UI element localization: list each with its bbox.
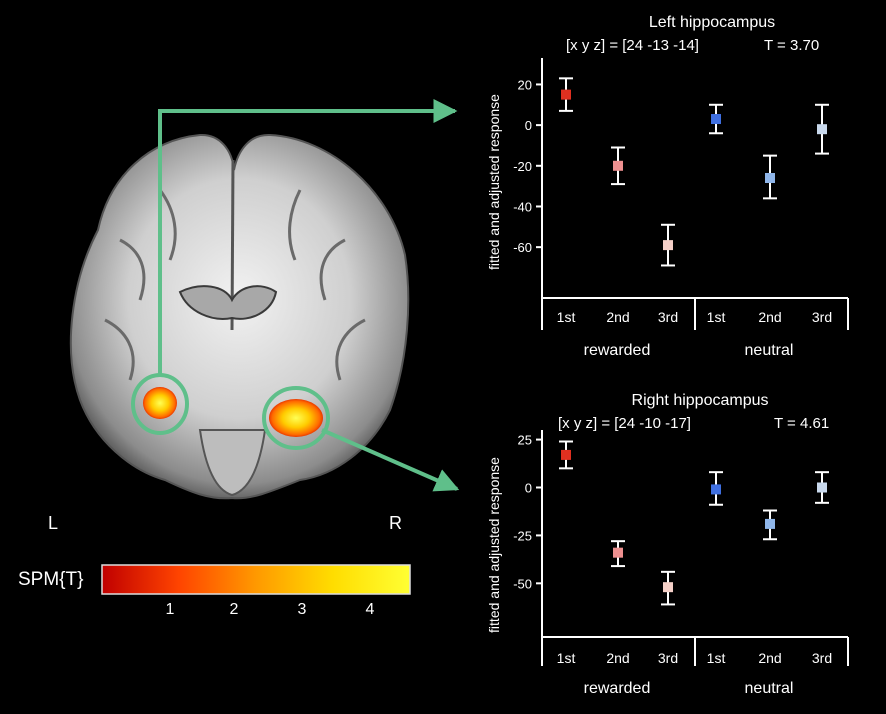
chart-coordinates: [x y z] = [24 -13 -14]: [566, 37, 699, 54]
left-hippocampus-activation: [143, 387, 177, 419]
colorbar-tick: 4: [366, 601, 375, 618]
y-tick-label: -40: [513, 199, 532, 214]
group-label: neutral: [745, 342, 794, 359]
data-point: [711, 484, 721, 495]
ventricles: [178, 285, 278, 320]
y-tick-label: -60: [513, 240, 532, 255]
group-label: rewarded: [584, 680, 651, 697]
data-point: [613, 160, 623, 171]
y-tick-label: -20: [513, 159, 532, 174]
y-tick-label: 0: [525, 481, 532, 496]
chart-coordinates: [x y z] = [24 -10 -17]: [558, 415, 691, 432]
colorbar: SPM{T} 1 2 3 4: [18, 564, 411, 618]
brain-slice: [69, 99, 460, 500]
y-tick-label: -25: [513, 528, 532, 543]
category-label: 2nd: [758, 650, 781, 666]
y-axis-label: fitted and adjusted response: [486, 94, 502, 270]
colorbar-tick: 1: [166, 601, 175, 618]
right-roi-circle: [262, 386, 330, 450]
arrow-to-right-plot: [321, 428, 460, 492]
chart-title: Left hippocampus: [649, 14, 775, 31]
gyri-left: [104, 189, 177, 381]
category-label: 1st: [557, 309, 576, 325]
gyri-right: [288, 189, 366, 381]
y-axis-label: fitted and adjusted response: [486, 457, 502, 633]
colorbar-tick: 3: [298, 601, 307, 618]
data-point: [711, 114, 721, 125]
colorbar-tick: 2: [230, 601, 239, 618]
y-tick-label: -50: [513, 576, 532, 591]
brainstem: [198, 429, 267, 497]
right-side-label: R: [389, 513, 402, 533]
category-label: 2nd: [606, 650, 629, 666]
data-point: [765, 518, 775, 529]
group-label: neutral: [745, 680, 794, 697]
data-point: [663, 240, 673, 251]
data-point: [561, 449, 571, 460]
group-label: rewarded: [584, 342, 651, 359]
right-hippocampus-activation: [269, 399, 323, 437]
right-hippocampus-chart: Right hippocampus [x y z] = [24 -10 -17]…: [486, 392, 849, 697]
category-label: 1st: [707, 309, 726, 325]
category-label: 3rd: [658, 309, 678, 325]
data-point: [817, 124, 827, 135]
colorbar-label: SPM{T}: [18, 569, 83, 590]
category-label: 2nd: [758, 309, 781, 325]
y-tick-label: 25: [518, 433, 532, 448]
data-point: [817, 482, 827, 493]
chart-t-statistic: T = 4.61: [774, 415, 829, 432]
category-label: 1st: [557, 650, 576, 666]
category-label: 3rd: [658, 650, 678, 666]
colorbar-gradient: [101, 564, 411, 595]
category-label: 1st: [707, 650, 726, 666]
chart-t-statistic: T = 3.70: [764, 37, 819, 54]
y-tick-label: 0: [525, 118, 532, 133]
y-tick-label: 20: [518, 77, 532, 92]
arrow-to-left-plot: [158, 99, 458, 375]
category-label: 3rd: [812, 309, 832, 325]
left-side-label: L: [48, 513, 58, 533]
data-point: [765, 173, 775, 183]
data-point: [561, 89, 571, 100]
category-label: 2nd: [606, 309, 629, 325]
chart-title: Right hippocampus: [632, 392, 769, 409]
data-point: [663, 582, 673, 593]
data-point: [613, 547, 623, 558]
category-label: 3rd: [812, 650, 832, 666]
left-hippocampus-chart: Left hippocampus [x y z] = [24 -13 -14] …: [486, 14, 849, 359]
